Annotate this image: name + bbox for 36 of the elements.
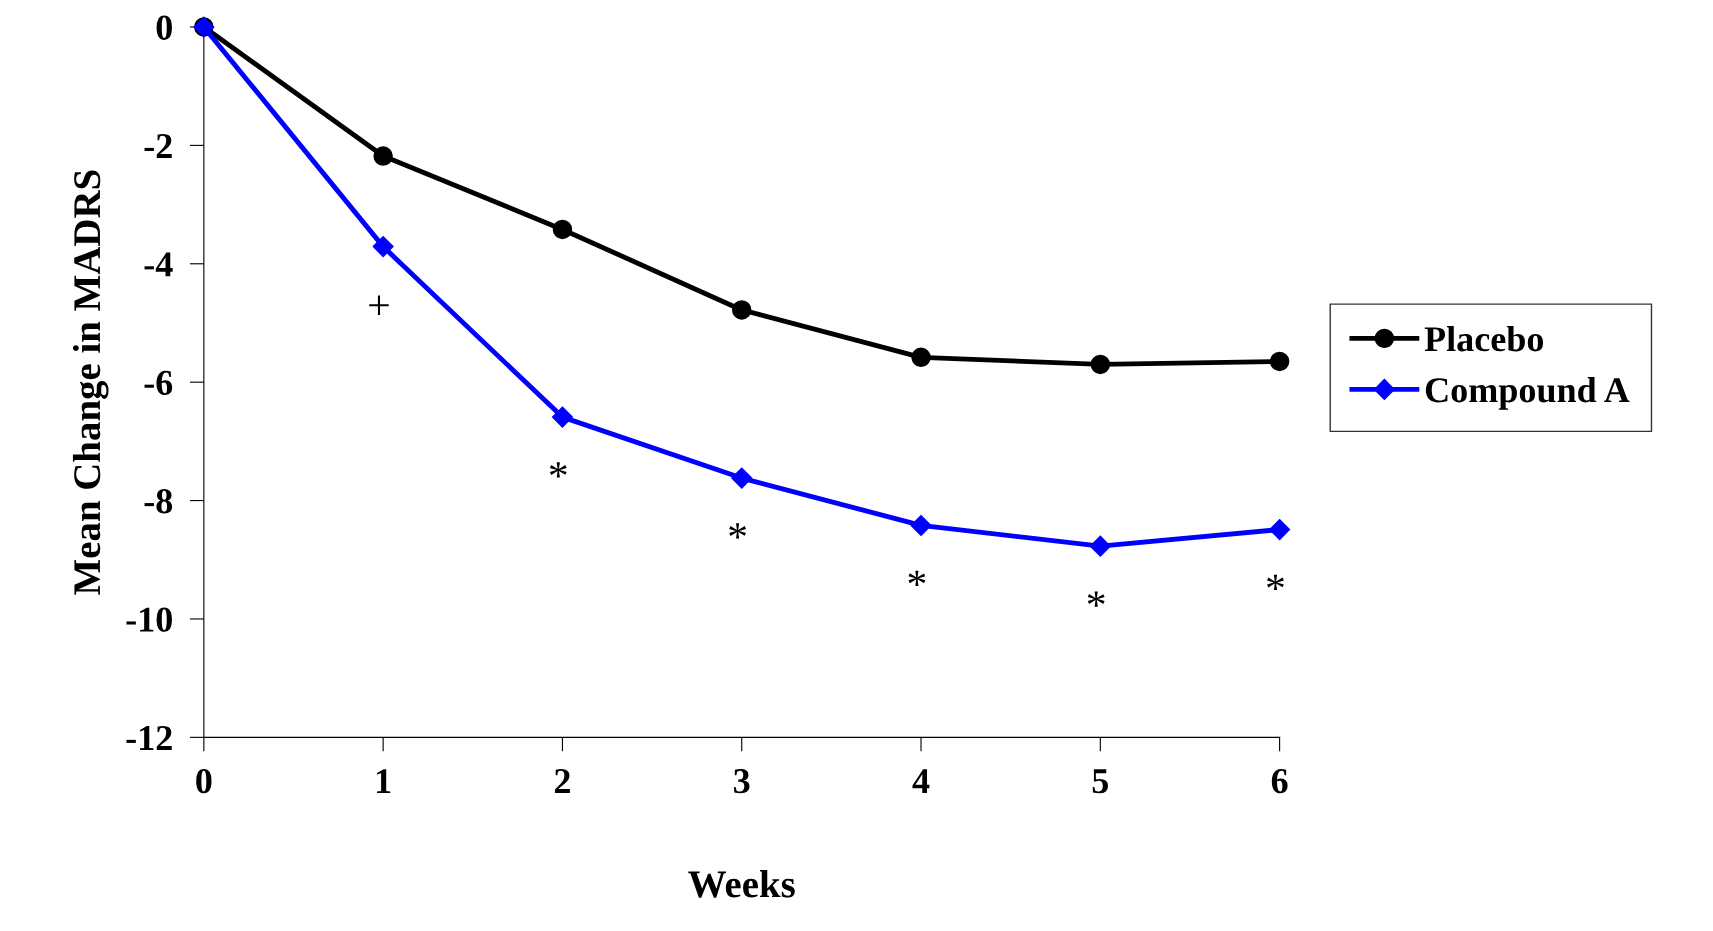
y-tick-label: -8 xyxy=(144,489,173,514)
y-tick-label: -4 xyxy=(144,252,173,277)
point xyxy=(731,467,753,489)
x-tick-label: 4 xyxy=(912,769,930,793)
point xyxy=(1269,351,1290,372)
point xyxy=(373,146,393,166)
point xyxy=(372,236,394,258)
y-tick-label: -6 xyxy=(144,370,173,396)
x-tick-label: 3 xyxy=(734,769,750,794)
x-tick-label: 5 xyxy=(1092,769,1109,794)
annotation: * xyxy=(729,523,746,539)
x-tick-label: 1 xyxy=(377,769,391,793)
point xyxy=(911,347,931,368)
annotation: * xyxy=(1267,574,1284,591)
y-tick-label: 0 xyxy=(156,15,172,40)
x-tick-label: 6 xyxy=(1271,769,1288,794)
x-axis-title: Weeks xyxy=(688,870,795,898)
y-axis-title: Mean Change in MADRS xyxy=(72,170,109,595)
annotation: * xyxy=(908,570,926,586)
point xyxy=(1090,354,1111,375)
point xyxy=(551,406,573,428)
point xyxy=(910,514,932,536)
y-tick-label: -10 xyxy=(126,607,172,632)
point xyxy=(732,300,752,320)
point xyxy=(1089,535,1111,557)
y-tick-label: -12 xyxy=(126,725,172,750)
x-tick-label: 0 xyxy=(196,768,212,794)
x-tick-label: 2 xyxy=(554,769,570,793)
point xyxy=(552,219,573,240)
y-tick-label: -2 xyxy=(144,134,172,158)
legend-label: Compound A xyxy=(1425,376,1630,410)
legend-label: Placebo xyxy=(1424,325,1544,352)
point xyxy=(1269,519,1291,541)
annotation: * xyxy=(1087,591,1105,607)
annotation: + xyxy=(369,295,389,316)
annotation: * xyxy=(549,462,567,478)
